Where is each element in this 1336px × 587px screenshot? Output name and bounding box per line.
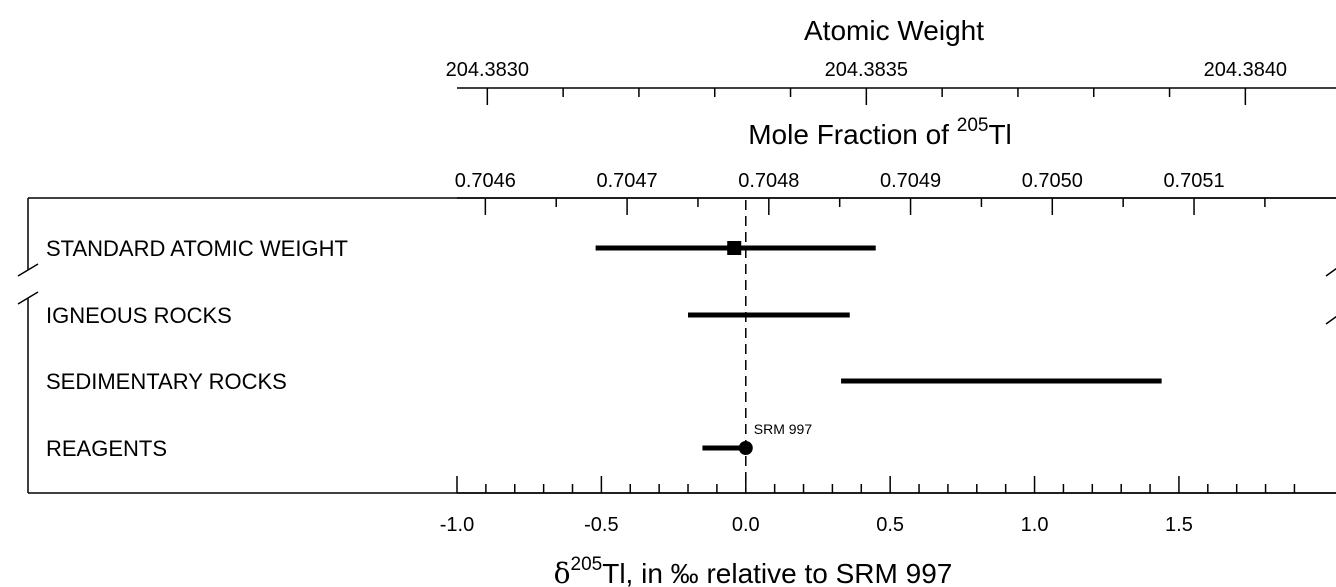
delta-axis-title: δ205Tl, in ‰ relative to SRM 997 <box>554 554 953 587</box>
atomic-weight-tick-label: 204.3830 <box>446 59 529 81</box>
delta-tick-label: 0.5 <box>876 514 904 536</box>
circle-marker <box>738 441 753 455</box>
delta-tick-label: 1.5 <box>1165 514 1193 536</box>
atomic-weight-tick-label: 204.3840 <box>1204 59 1287 81</box>
atomic-weight-axis-title: Atomic Weight <box>804 15 984 46</box>
frame-left-break <box>17 263 39 277</box>
category-label: IGNEOUS ROCKS <box>46 303 232 328</box>
frame-right-break <box>1325 267 1336 277</box>
atomic-weight-tick-label: 204.3835 <box>825 59 908 81</box>
mole-fraction-tick-label: 0.7047 <box>596 170 657 192</box>
frame-left-break <box>17 291 39 305</box>
category-labels: STANDARD ATOMIC WEIGHT IGNEOUS ROCKS SEDIM… <box>46 236 348 461</box>
range-bars: SRM 997 <box>595 241 1162 455</box>
mole-fraction-tick-label: 0.7049 <box>880 170 941 192</box>
category-label: STANDARD ATOMIC WEIGHT <box>46 236 348 261</box>
frame-right-break <box>1325 315 1336 325</box>
category-label: SEDIMENTARY ROCKS <box>46 369 287 394</box>
marker-annotation: SRM 997 <box>754 421 813 437</box>
delta-tick-label: -1.0 <box>440 514 474 536</box>
mole-fraction-tick-label: 0.7051 <box>1163 170 1224 192</box>
atomic-weight-axis: Atomic Weight 204.3830 204.3835 204.3840 <box>446 15 1336 105</box>
category-label: REAGENTS <box>46 436 167 461</box>
mole-fraction-axis-title: Mole Fraction of 205Tl <box>748 115 1012 150</box>
delta-tick-label: 1.0 <box>1021 514 1049 536</box>
mole-fraction-tick-label: 0.7046 <box>455 170 516 192</box>
mole-fraction-tick-label: 0.7050 <box>1022 170 1083 192</box>
mole-fraction-axis: Mole Fraction of 205Tl 0.7046 0.7047 0.704… <box>455 115 1336 215</box>
delta-tick-label: 0.0 <box>732 514 760 536</box>
delta-axis: δ205Tl, in ‰ relative to SRM 997 -1.0 -0.… <box>440 476 1336 587</box>
delta-tick-label: -0.5 <box>584 514 618 536</box>
mole-fraction-tick-label: 0.7048 <box>738 170 799 192</box>
square-marker <box>727 241 742 255</box>
